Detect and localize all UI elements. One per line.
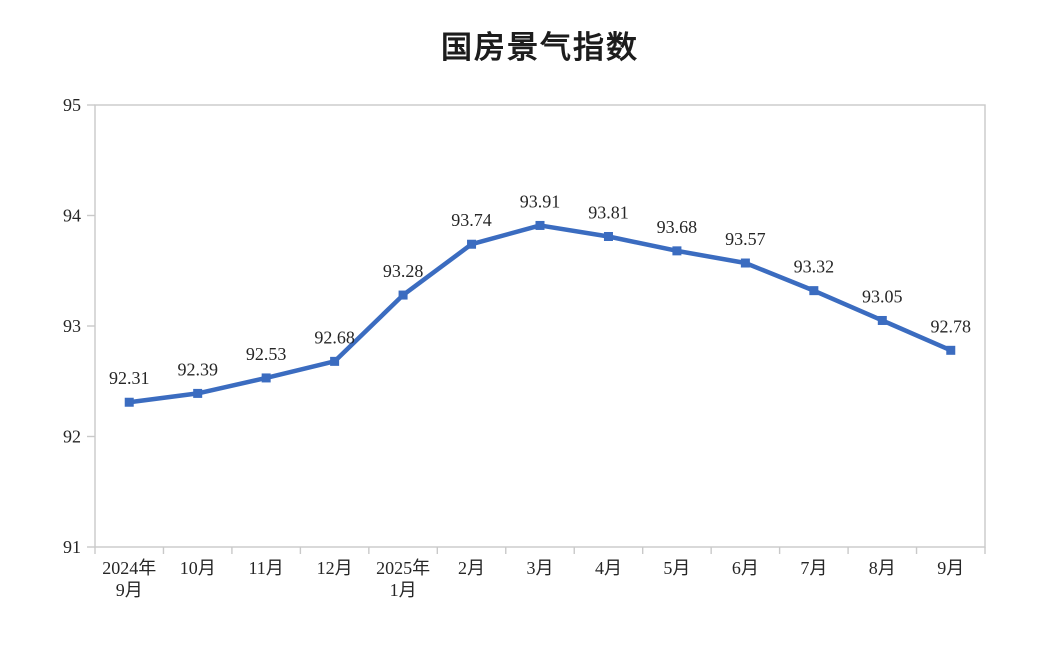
chart-title: 国房景气指数 (441, 30, 639, 65)
plot-border (94, 104, 986, 548)
data-label: 92.68 (314, 327, 355, 347)
data-point-marker (535, 220, 545, 230)
data-label: 93.28 (383, 261, 424, 281)
y-axis-label: 91 (63, 537, 81, 557)
x-axis-label: 12月 (317, 558, 353, 578)
data-label: 92.53 (246, 344, 287, 364)
y-axis-label: 94 (63, 206, 81, 226)
x-axis-label: 10月 (180, 558, 216, 578)
data-point-marker (467, 239, 477, 249)
data-label: 93.81 (588, 202, 629, 222)
data-label: 93.32 (794, 257, 835, 277)
data-point-marker (603, 231, 613, 241)
data-point-marker (809, 286, 819, 296)
data-point-marker (193, 388, 203, 398)
x-axis-label: 9月 (937, 558, 964, 578)
x-axis-label: 2025年 1月 (376, 558, 430, 600)
x-axis-label: 7月 (800, 558, 827, 578)
x-axis-label: 8月 (869, 558, 896, 578)
data-point-marker (946, 345, 956, 355)
data-label: 93.68 (657, 217, 698, 237)
y-axis-label: 95 (63, 95, 81, 115)
data-point-marker (330, 356, 340, 366)
x-axis-label: 4月 (595, 558, 622, 578)
data-point-marker (261, 373, 271, 383)
data-label: 93.74 (451, 210, 492, 230)
data-point-marker (740, 258, 750, 268)
data-label: 93.05 (862, 286, 903, 306)
data-label: 92.31 (109, 368, 150, 388)
data-point-marker (398, 290, 408, 300)
data-label: 92.78 (931, 316, 972, 336)
x-axis-label: 2月 (458, 558, 485, 578)
data-point-marker (124, 397, 134, 407)
data-label: 93.91 (520, 191, 561, 211)
data-label: 93.57 (725, 229, 766, 249)
x-axis-label: 6月 (732, 558, 759, 578)
data-label: 92.39 (177, 359, 218, 379)
x-axis-label: 2024年 9月 (102, 558, 156, 600)
y-axis-label: 92 (63, 427, 81, 447)
x-axis-label: 3月 (527, 558, 554, 578)
series-line (126, 223, 954, 405)
x-axis-label: 5月 (663, 558, 690, 578)
x-axis-label: 11月 (248, 558, 283, 578)
data-point-marker (672, 246, 682, 256)
y-axis-label: 93 (63, 316, 81, 336)
data-point-marker (877, 315, 887, 325)
